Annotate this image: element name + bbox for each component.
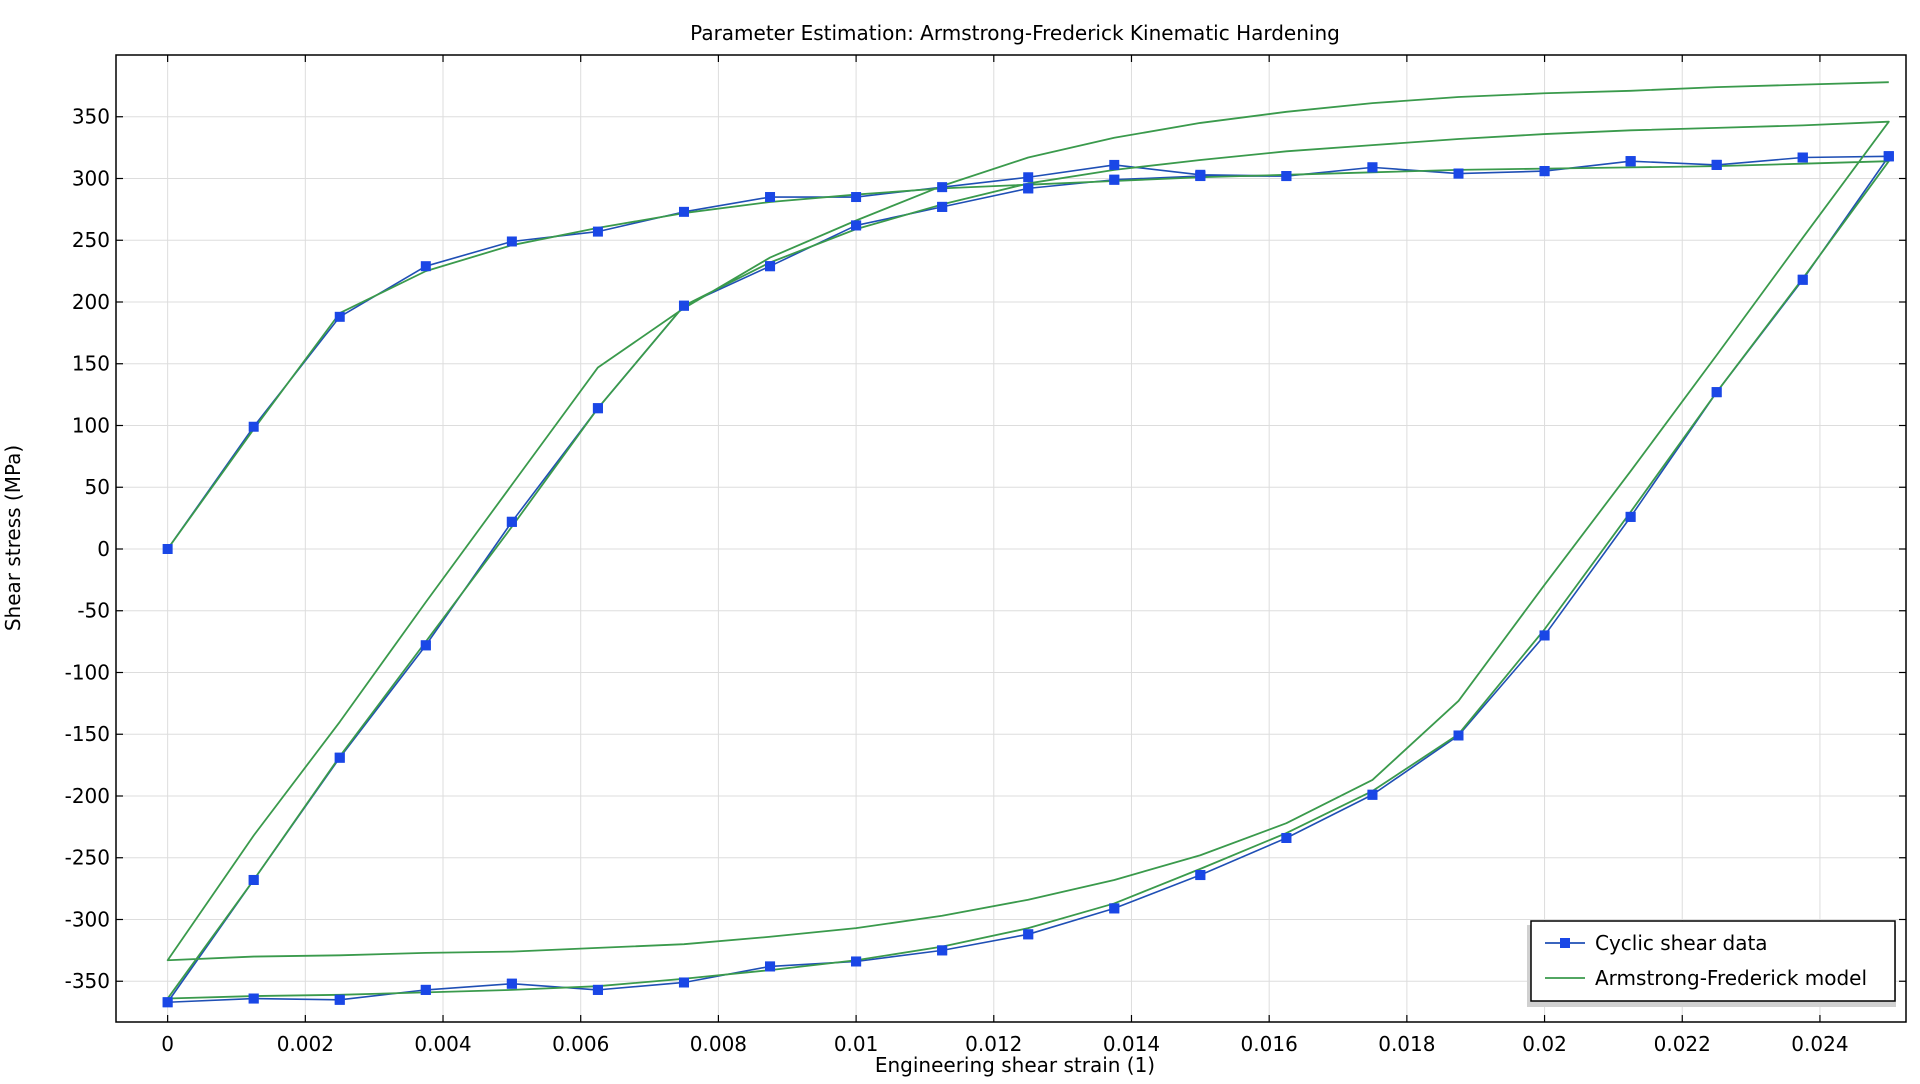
data-point-marker: [1797, 152, 1808, 163]
y-tick-label: 200: [72, 290, 110, 314]
data-point-marker: [592, 403, 603, 414]
data-point-marker: [851, 220, 862, 231]
legend-label-model: Armstrong-Frederick model: [1595, 966, 1867, 990]
data-point-marker: [1711, 159, 1722, 170]
data-point-marker: [420, 261, 431, 272]
data-point-marker: [678, 977, 689, 988]
data-point-marker: [420, 640, 431, 651]
x-tick-label: 0.008: [690, 1032, 747, 1056]
x-tick-label: 0.022: [1654, 1032, 1711, 1056]
y-tick-label: -350: [65, 969, 110, 993]
data-point-marker: [1625, 156, 1636, 167]
legend: Cyclic shear data Armstrong-Frederick mo…: [1527, 920, 1896, 1007]
data-point-marker: [1281, 832, 1292, 843]
data-point-marker: [851, 192, 862, 203]
x-tick-label: 0.016: [1241, 1032, 1298, 1056]
data-point-marker: [334, 311, 345, 322]
data-point-marker: [1539, 166, 1550, 177]
data-point-marker: [1195, 171, 1206, 182]
data-point-marker: [851, 956, 862, 967]
data-point-marker: [506, 516, 517, 527]
legend-label-data: Cyclic shear data: [1595, 931, 1768, 955]
y-tick-label: 0: [97, 537, 110, 561]
data-point-marker: [678, 206, 689, 217]
data-point-marker: [1281, 171, 1292, 182]
legend-box: [1530, 920, 1896, 1002]
data-point-marker: [1367, 162, 1378, 173]
data-point-marker: [765, 961, 776, 972]
data-point-marker: [248, 993, 259, 1004]
data-point-marker: [334, 994, 345, 1005]
x-tick-label: 0.012: [965, 1032, 1022, 1056]
data-point-marker: [1023, 183, 1034, 194]
series-layer: [162, 81, 1894, 1008]
y-tick-label: 300: [72, 166, 110, 190]
data-point-marker: [937, 945, 948, 956]
x-tick-label: 0.02: [1522, 1032, 1567, 1056]
data-point-marker: [1711, 387, 1722, 398]
y-tick-label: -300: [65, 907, 110, 931]
x-axis-label: Engineering shear strain (1): [875, 1053, 1155, 1077]
data-point-marker: [1109, 174, 1120, 185]
x-tick-label: 0.01: [834, 1032, 879, 1056]
data-point-marker: [1797, 274, 1808, 285]
data-point-marker: [1367, 789, 1378, 800]
data-point-marker: [592, 984, 603, 995]
grid-layer: [116, 55, 1906, 1022]
y-tick-label: 250: [72, 228, 110, 252]
y-tick-label: 100: [72, 413, 110, 437]
data-point-marker: [506, 978, 517, 989]
data-point-marker: [1023, 929, 1034, 940]
data-point-marker: [1109, 159, 1120, 170]
data-point-marker: [1109, 903, 1120, 914]
data-point-marker: [162, 543, 173, 554]
data-point-marker: [678, 300, 689, 311]
data-point-marker: [506, 236, 517, 247]
data-point-marker: [1453, 730, 1464, 741]
data-point-marker: [765, 261, 776, 272]
data-point-marker: [420, 984, 431, 995]
x-tick-label: 0: [161, 1032, 174, 1056]
legend-marker-data: [1560, 938, 1570, 948]
y-tick-label: -50: [77, 599, 110, 623]
data-point-marker: [1883, 151, 1894, 162]
data-point-marker: [765, 192, 776, 203]
x-tick-label: 0.004: [414, 1032, 471, 1056]
data-point-marker: [1023, 172, 1034, 183]
data-point-marker: [937, 201, 948, 212]
y-tick-label: 150: [72, 352, 110, 376]
data-point-marker: [334, 752, 345, 763]
y-tick-label: 350: [72, 105, 110, 129]
x-tick-label: 0.014: [1103, 1032, 1160, 1056]
data-point-marker: [1625, 511, 1636, 522]
x-tick-label: 0.018: [1378, 1032, 1435, 1056]
data-point-marker: [248, 421, 259, 432]
data-point-marker: [1539, 630, 1550, 641]
data-point-marker: [248, 874, 259, 885]
y-axis-label: Shear stress (MPa): [1, 445, 25, 631]
data-point-marker: [1453, 168, 1464, 179]
x-tick-label: 0.002: [277, 1032, 334, 1056]
x-tick-label: 0.006: [552, 1032, 609, 1056]
y-tick-label: -250: [65, 846, 110, 870]
data-point-marker: [937, 182, 948, 193]
y-tick-label: -100: [65, 660, 110, 684]
plot-frame: [115, 54, 1907, 1023]
y-tick-label: 50: [85, 475, 110, 499]
y-tick-label: -150: [65, 722, 110, 746]
data-point-marker: [162, 997, 173, 1008]
data-point-marker: [1195, 870, 1206, 881]
x-tick-label: 0.024: [1791, 1032, 1848, 1056]
tick-layer: 0 0.002 0.004 0.006 0.008 0.01 0.012 0.014 0.016…: [65, 55, 1906, 1056]
y-tick-label: -200: [65, 784, 110, 808]
data-point-marker: [592, 226, 603, 237]
chart-title: Parameter Estimation: Armstrong-Frederic…: [690, 21, 1340, 45]
